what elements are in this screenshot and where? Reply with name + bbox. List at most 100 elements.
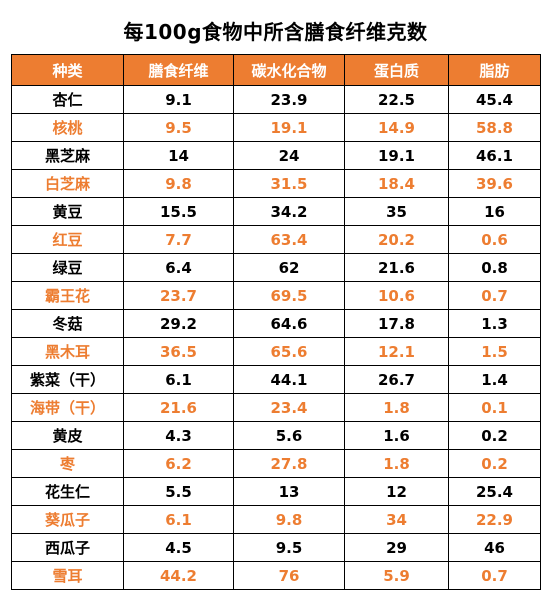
cell-carbohydrate: 63.4 bbox=[233, 225, 345, 254]
table-row: 红豆 7.7 63.4 20.2 0.6 bbox=[11, 225, 541, 254]
cell-fat: 0.2 bbox=[448, 449, 541, 478]
cell-dietary-fiber: 6.1 bbox=[123, 365, 234, 394]
cell-category: 冬菇 bbox=[11, 309, 124, 338]
cell-carbohydrate: 23.4 bbox=[233, 393, 345, 422]
cell-category: 霸王花 bbox=[11, 281, 124, 310]
cell-protein: 18.4 bbox=[344, 169, 449, 198]
table-row: 黄皮 4.3 5.6 1.6 0.2 bbox=[11, 421, 541, 450]
header-carbohydrate: 碳水化合物 bbox=[233, 54, 345, 86]
cell-protein: 10.6 bbox=[344, 281, 449, 310]
cell-fat: 46 bbox=[448, 533, 541, 562]
cell-category: 黑芝麻 bbox=[11, 141, 124, 170]
cell-category: 紫菜（干） bbox=[11, 365, 124, 394]
cell-protein: 20.2 bbox=[344, 225, 449, 254]
cell-dietary-fiber: 5.5 bbox=[123, 477, 234, 506]
cell-carbohydrate: 13 bbox=[233, 477, 345, 506]
cell-protein: 1.6 bbox=[344, 421, 449, 450]
cell-category: 白芝麻 bbox=[11, 169, 124, 198]
header-row: 种类 膳食纤维 碳水化合物 蛋白质 脂肪 bbox=[11, 54, 541, 86]
cell-protein: 22.5 bbox=[344, 85, 449, 114]
cell-fat: 58.8 bbox=[448, 113, 541, 142]
cell-category: 葵瓜子 bbox=[11, 505, 124, 534]
cell-carbohydrate: 23.9 bbox=[233, 85, 345, 114]
table-row: 海带（干） 21.6 23.4 1.8 0.1 bbox=[11, 393, 541, 422]
cell-category: 西瓜子 bbox=[11, 533, 124, 562]
cell-dietary-fiber: 6.4 bbox=[123, 253, 234, 282]
cell-carbohydrate: 34.2 bbox=[233, 197, 345, 226]
cell-category: 枣 bbox=[11, 449, 124, 478]
cell-fat: 1.3 bbox=[448, 309, 541, 338]
cell-carbohydrate: 62 bbox=[233, 253, 345, 282]
table-row: 雪耳 44.2 76 5.9 0.7 bbox=[11, 561, 541, 590]
table-row: 黑木耳 36.5 65.6 12.1 1.5 bbox=[11, 337, 541, 366]
cell-dietary-fiber: 6.2 bbox=[123, 449, 234, 478]
table-row: 西瓜子 4.5 9.5 29 46 bbox=[11, 533, 541, 562]
cell-protein: 21.6 bbox=[344, 253, 449, 282]
table-row: 核桃 9.5 19.1 14.9 58.8 bbox=[11, 113, 541, 142]
cell-protein: 17.8 bbox=[344, 309, 449, 338]
cell-dietary-fiber: 6.1 bbox=[123, 505, 234, 534]
cell-carbohydrate: 27.8 bbox=[233, 449, 345, 478]
cell-protein: 26.7 bbox=[344, 365, 449, 394]
cell-dietary-fiber: 29.2 bbox=[123, 309, 234, 338]
cell-fat: 1.4 bbox=[448, 365, 541, 394]
cell-category: 花生仁 bbox=[11, 477, 124, 506]
cell-dietary-fiber: 9.5 bbox=[123, 113, 234, 142]
cell-category: 雪耳 bbox=[11, 561, 124, 590]
cell-protein: 1.8 bbox=[344, 393, 449, 422]
cell-category: 绿豆 bbox=[11, 253, 124, 282]
cell-protein: 29 bbox=[344, 533, 449, 562]
fiber-table: 种类 膳食纤维 碳水化合物 蛋白质 脂肪 杏仁 9.1 23.9 22.5 45… bbox=[11, 54, 541, 590]
cell-dietary-fiber: 36.5 bbox=[123, 337, 234, 366]
table-row: 葵瓜子 6.1 9.8 34 22.9 bbox=[11, 505, 541, 534]
cell-category: 黄豆 bbox=[11, 197, 124, 226]
table-row: 杏仁 9.1 23.9 22.5 45.4 bbox=[11, 85, 541, 114]
cell-protein: 19.1 bbox=[344, 141, 449, 170]
cell-category: 红豆 bbox=[11, 225, 124, 254]
cell-fat: 46.1 bbox=[448, 141, 541, 170]
cell-fat: 0.7 bbox=[448, 561, 541, 590]
cell-fat: 0.8 bbox=[448, 253, 541, 282]
cell-carbohydrate: 44.1 bbox=[233, 365, 345, 394]
cell-dietary-fiber: 44.2 bbox=[123, 561, 234, 590]
table-row: 枣 6.2 27.8 1.8 0.2 bbox=[11, 449, 541, 478]
cell-carbohydrate: 24 bbox=[233, 141, 345, 170]
table-row: 黄豆 15.5 34.2 35 16 bbox=[11, 197, 541, 226]
cell-carbohydrate: 31.5 bbox=[233, 169, 345, 198]
cell-fat: 22.9 bbox=[448, 505, 541, 534]
cell-category: 核桃 bbox=[11, 113, 124, 142]
cell-dietary-fiber: 4.3 bbox=[123, 421, 234, 450]
cell-fat: 0.1 bbox=[448, 393, 541, 422]
cell-carbohydrate: 65.6 bbox=[233, 337, 345, 366]
table-row: 冬菇 29.2 64.6 17.8 1.3 bbox=[11, 309, 541, 338]
table-title: 每100g食物中所含膳食纤维克数 bbox=[123, 19, 428, 44]
cell-carbohydrate: 64.6 bbox=[233, 309, 345, 338]
table-row: 绿豆 6.4 62 21.6 0.8 bbox=[11, 253, 541, 282]
cell-fat: 1.5 bbox=[448, 337, 541, 366]
cell-category: 海带（干） bbox=[11, 393, 124, 422]
cell-protein: 12.1 bbox=[344, 337, 449, 366]
cell-protein: 34 bbox=[344, 505, 449, 534]
cell-category: 杏仁 bbox=[11, 85, 124, 114]
cell-fat: 39.6 bbox=[448, 169, 541, 198]
header-fat: 脂肪 bbox=[448, 54, 541, 86]
cell-dietary-fiber: 9.1 bbox=[123, 85, 234, 114]
cell-dietary-fiber: 15.5 bbox=[123, 197, 234, 226]
cell-fat: 45.4 bbox=[448, 85, 541, 114]
header-dietary-fiber: 膳食纤维 bbox=[123, 54, 234, 86]
cell-protein: 1.8 bbox=[344, 449, 449, 478]
cell-dietary-fiber: 9.8 bbox=[123, 169, 234, 198]
cell-dietary-fiber: 23.7 bbox=[123, 281, 234, 310]
cell-dietary-fiber: 4.5 bbox=[123, 533, 234, 562]
cell-carbohydrate: 19.1 bbox=[233, 113, 345, 142]
cell-carbohydrate: 76 bbox=[233, 561, 345, 590]
cell-protein: 5.9 bbox=[344, 561, 449, 590]
table-row: 花生仁 5.5 13 12 25.4 bbox=[11, 477, 541, 506]
cell-fat: 0.6 bbox=[448, 225, 541, 254]
cell-protein: 35 bbox=[344, 197, 449, 226]
cell-fat: 0.2 bbox=[448, 421, 541, 450]
header-category: 种类 bbox=[11, 54, 124, 86]
cell-dietary-fiber: 7.7 bbox=[123, 225, 234, 254]
cell-fat: 0.7 bbox=[448, 281, 541, 310]
